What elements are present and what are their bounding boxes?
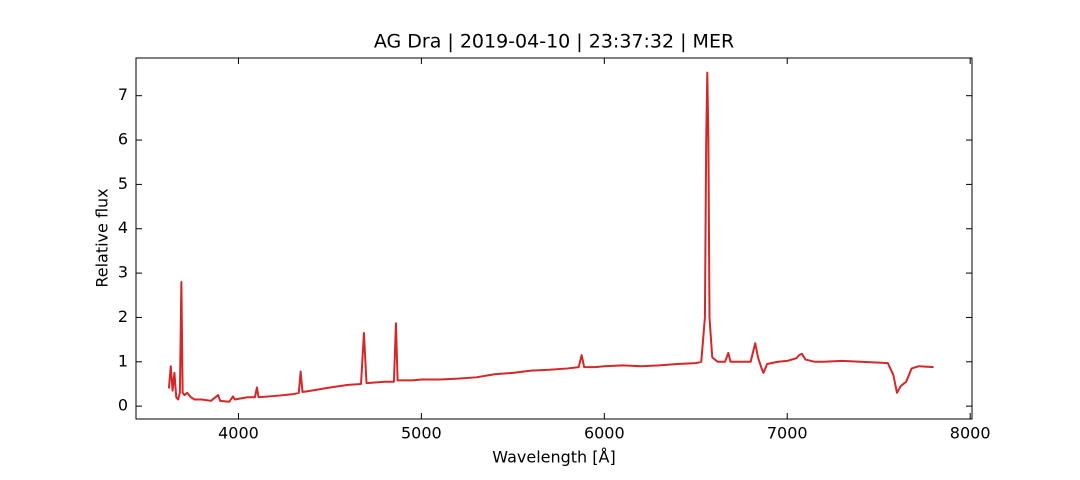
y-tick-label: 7 xyxy=(118,85,128,104)
x-tick-label: 8000 xyxy=(950,424,991,443)
axes-frame xyxy=(135,57,973,420)
y-tick-label: 3 xyxy=(118,263,128,282)
y-axis-label: Relative flux xyxy=(93,188,112,287)
x-tick-label: 7000 xyxy=(767,424,808,443)
y-tick-label: 5 xyxy=(118,174,128,193)
y-tick-label: 0 xyxy=(118,396,128,415)
y-tick-label: 4 xyxy=(118,218,128,237)
y-tick-label: 2 xyxy=(118,307,128,326)
x-tick-label: 4000 xyxy=(218,424,259,443)
x-axis-label: Wavelength [Å] xyxy=(492,448,615,467)
y-tick-label: 1 xyxy=(118,351,128,370)
x-tick-label: 5000 xyxy=(401,424,442,443)
spectrum-line xyxy=(167,71,934,403)
y-tick-label: 6 xyxy=(118,130,128,149)
chart-title: AG Dra | 2019-04-10 | 23:37:32 | MER xyxy=(374,31,734,53)
x-tick-label: 6000 xyxy=(584,424,625,443)
